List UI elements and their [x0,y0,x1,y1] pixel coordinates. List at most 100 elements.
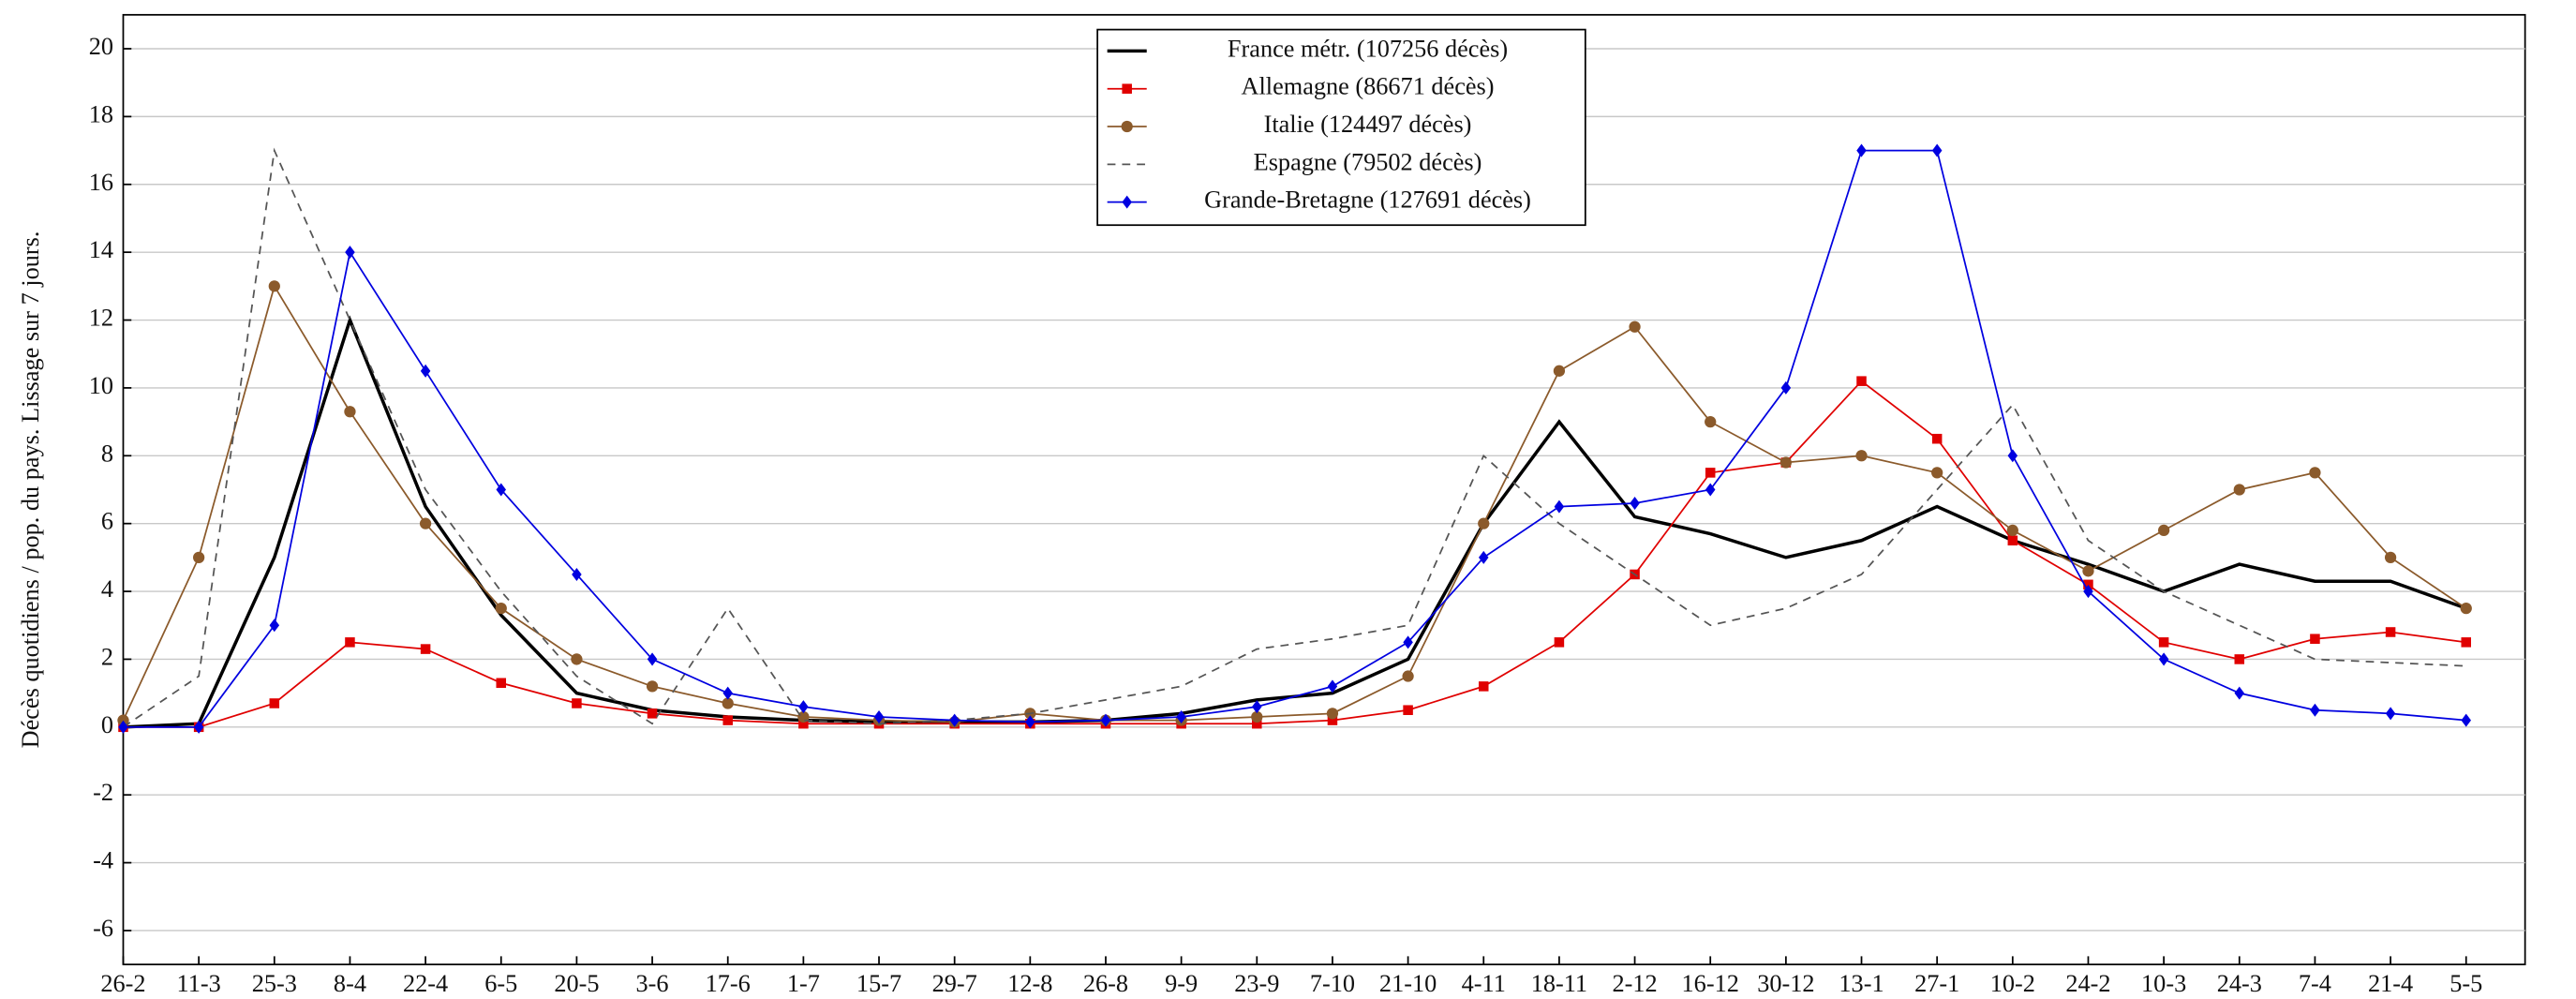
x-tick-label: 21-4 [2368,970,2413,997]
marker [1856,143,1867,157]
x-tick-label: 6-5 [484,970,517,997]
marker [420,644,431,654]
marker [2310,634,2320,644]
marker [268,280,280,292]
marker [571,653,583,665]
marker [496,678,507,689]
marker [1553,365,1566,377]
series-line [122,147,2466,728]
marker [798,700,809,714]
marker [2083,579,2093,590]
y-tick-label: 4 [101,575,113,603]
y-tick-label: 20 [89,33,113,60]
x-tick-label: 7-10 [1310,970,1355,997]
y-tick-label: 16 [89,169,113,196]
marker [2157,524,2170,537]
marker [2007,535,2018,546]
marker [1122,83,1132,94]
series-line [122,284,2467,723]
y-tick-label: -6 [93,915,113,942]
x-tick-label: 12-8 [1007,970,1052,997]
x-tick-label: 18-11 [1531,970,1587,997]
marker [646,680,659,693]
x-tick-label: 10-2 [1990,970,2035,997]
marker [1121,120,1133,133]
x-tick-label: 7-4 [2299,970,2331,997]
marker [1326,708,1339,720]
marker [2384,551,2397,563]
marker [1780,380,1792,395]
marker [2309,467,2321,479]
y-tick-label: 10 [89,372,113,399]
marker [193,551,205,563]
marker [344,406,356,418]
plot-area [122,13,2526,966]
marker [1931,143,1943,157]
x-tick-label: 13-1 [1839,970,1884,997]
legend-label: Grande-Bretagne (127691 décès) [1204,186,1531,214]
marker [1403,635,1413,649]
marker [1403,705,1413,715]
y-tick-label: 18 [89,100,113,127]
x-tick-label: 22-4 [403,970,448,997]
y-tick-label: 2 [101,643,113,670]
x-tick-label: 24-3 [2217,970,2262,997]
marker [2385,627,2396,637]
marker [269,698,280,708]
marker [1629,321,1641,333]
marker [1705,468,1716,478]
x-tick-label: 17-6 [706,970,751,997]
y-tick-label: -2 [93,779,113,806]
x-tick-label: 26-8 [1083,970,1128,997]
legend-label: Allemagne (86671 décès) [1242,73,1495,100]
x-tick-label: 4-11 [1462,970,1506,997]
marker [1478,517,1490,529]
marker [419,517,432,529]
x-tick-label: 29-7 [932,970,977,997]
x-tick-label: 3-6 [636,970,669,997]
marker [722,715,733,725]
legend-label: Italie (124497 décès) [1264,111,1472,138]
marker [1856,376,1867,386]
marker [572,698,582,708]
marker [2310,703,2320,717]
marker [345,637,355,648]
marker [1554,637,1565,648]
marker [2234,686,2245,700]
marker [2385,707,2396,721]
marker [496,483,507,497]
x-tick-label: 24-2 [2065,970,2110,997]
x-tick-label: 1-7 [787,970,820,997]
marker [722,697,734,709]
x-tick-label: 20-5 [554,970,599,997]
marker [1705,415,1717,428]
marker [1931,433,1943,444]
marker [798,718,809,729]
marker [1630,496,1640,510]
x-tick-label: 23-9 [1234,970,1279,997]
marker [873,709,885,723]
marker [1327,715,1338,725]
marker [2006,524,2018,537]
legend-label: France métr. (107256 décès) [1228,35,1508,62]
marker [1705,483,1716,497]
marker [1554,500,1565,514]
marker [495,603,507,615]
x-tick-label: 8-4 [334,970,366,997]
marker [1855,450,1868,462]
marker [2233,484,2245,496]
series-line [123,149,2466,728]
x-tick-label: 27-1 [1914,970,1959,997]
marker [2158,652,2169,666]
marker [1251,710,1263,723]
series-line [123,380,2466,728]
marker [2461,637,2472,648]
marker [1252,718,1262,729]
y-tick-label: 8 [101,440,113,467]
x-tick-label: 2-12 [1612,970,1657,997]
marker [1122,195,1132,209]
marker [1402,670,1414,682]
x-tick-label: 21-10 [1379,970,1437,997]
marker [647,708,658,719]
y-tick-label: -4 [93,847,113,874]
